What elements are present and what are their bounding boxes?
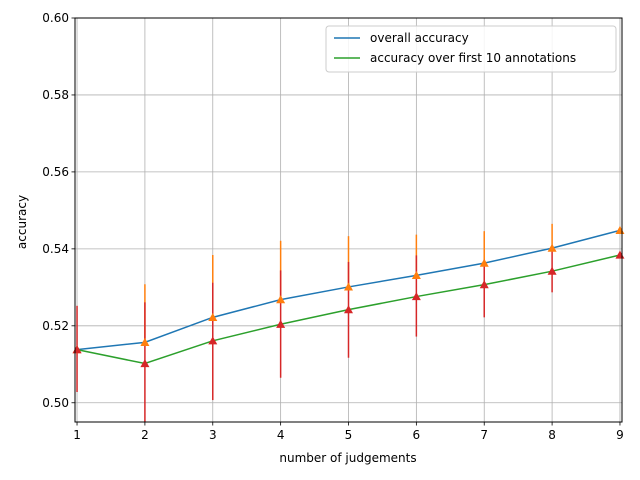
- data-point-marker: [208, 336, 218, 345]
- legend: overall accuracy accuracy over first 10 a…: [325, 25, 617, 73]
- legend-entry: overall accuracy: [370, 31, 469, 45]
- legend-entry: accuracy over first 10 annotations: [370, 51, 576, 65]
- data-point-marker: [615, 225, 625, 234]
- x-tick-label: 4: [277, 428, 285, 442]
- y-tick-label: 0.56: [42, 165, 69, 179]
- grid-lines: [75, 17, 622, 422]
- data-point-marker: [140, 337, 150, 346]
- y-tick-label: 0.58: [42, 88, 69, 102]
- data-point-marker: [140, 359, 150, 368]
- data-point-marker: [547, 266, 557, 275]
- x-axis-ticks: 1 2 3 4 5 6 7 8 9: [73, 422, 624, 442]
- y-tick-label: 0.50: [42, 396, 69, 410]
- x-tick-label: 2: [141, 428, 149, 442]
- data-point-marker: [344, 282, 353, 291]
- y-tick-label: 0.52: [42, 319, 69, 333]
- x-tick-label: 9: [616, 428, 624, 442]
- data-point-marker: [411, 292, 421, 301]
- x-axis-label: number of judgements: [279, 451, 416, 465]
- x-tick-label: 5: [345, 428, 353, 442]
- data-point-marker: [208, 312, 218, 321]
- x-tick-label: 6: [413, 428, 421, 442]
- y-tick-label: 0.54: [42, 242, 69, 256]
- y-axis-ticks: 0.50 0.52 0.54 0.56 0.58 0.60: [42, 11, 75, 410]
- data-point-marker: [344, 305, 353, 314]
- legend-box: [325, 25, 617, 73]
- data-point-marker: [615, 250, 625, 259]
- data-point-marker: [479, 258, 489, 267]
- data-point-marker: [479, 280, 489, 289]
- x-tick-label: 8: [548, 428, 556, 442]
- data-point-marker: [547, 243, 557, 252]
- x-tick-label: 3: [209, 428, 217, 442]
- x-tick-label: 1: [73, 428, 81, 442]
- y-tick-label: 0.60: [42, 11, 69, 25]
- data-point-marker: [276, 319, 286, 328]
- y-axis-label: accuracy: [15, 195, 29, 249]
- x-tick-label: 7: [480, 428, 488, 442]
- data-point-marker: [276, 295, 286, 304]
- data-point-marker: [411, 270, 421, 280]
